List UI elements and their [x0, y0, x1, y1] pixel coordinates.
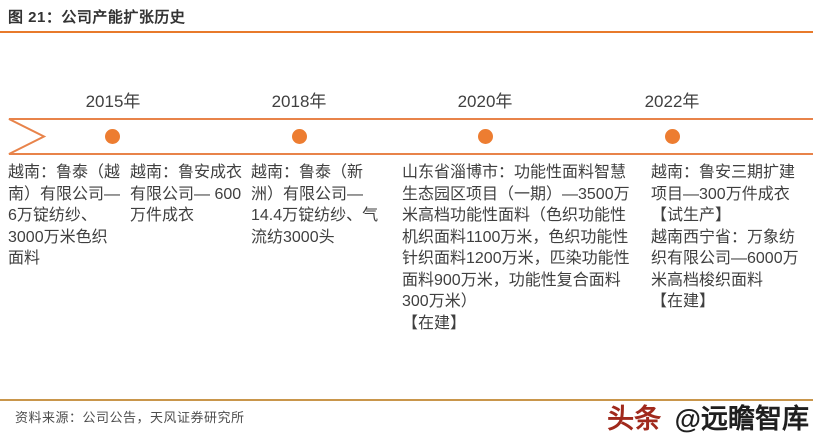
timeline-dot-2020 [478, 129, 493, 144]
entry-2020-zibo-park: 山东省淄博市：功能性面料智慧生态园区项目（一期）—3500万米高档功能性面料（色… [402, 164, 630, 332]
year-label-2018: 2018年 [271, 92, 327, 111]
watermark-toutiao-badge: 头条 [607, 404, 662, 434]
source-note: 资料来源：公司公告，天风证券研究所 [15, 410, 245, 425]
timeline-dot-2018 [292, 129, 307, 144]
title-divider-rule [0, 31, 813, 33]
entry-2015-luthai-vietnam: 越南：鲁泰（越南）有限公司—6万锭纺纱、3000万米色织面料 [8, 164, 121, 267]
timeline-dot-2022 [665, 129, 680, 144]
watermark: 头条 @远瞻智库 [607, 397, 809, 436]
source-divider-rule [0, 399, 813, 401]
watermark-handle: @远瞻智库 [674, 404, 809, 434]
entry-2015-luan-garment: 越南：鲁安成衣有限公司— 600万件成衣 [130, 164, 243, 224]
timeline-ribbon-band [8, 118, 813, 155]
year-label-2015: 2015年 [85, 92, 141, 111]
timeline-dot-2015 [105, 129, 120, 144]
entry-2022-vietnam-expansion: 越南：鲁安三期扩建项目—300万件成衣 【试生产】 越南西宁省：万象纺织有限公司… [651, 164, 799, 310]
year-label-2022: 2022年 [644, 92, 700, 111]
entry-2018-luthai-xinzhou: 越南：鲁泰（新洲）有限公司— 14.4万锭纺纱、气流纺3000头 [251, 164, 379, 246]
figure-title: 图 21：公司产能扩张历史 [8, 9, 186, 26]
year-label-2020: 2020年 [457, 92, 513, 111]
